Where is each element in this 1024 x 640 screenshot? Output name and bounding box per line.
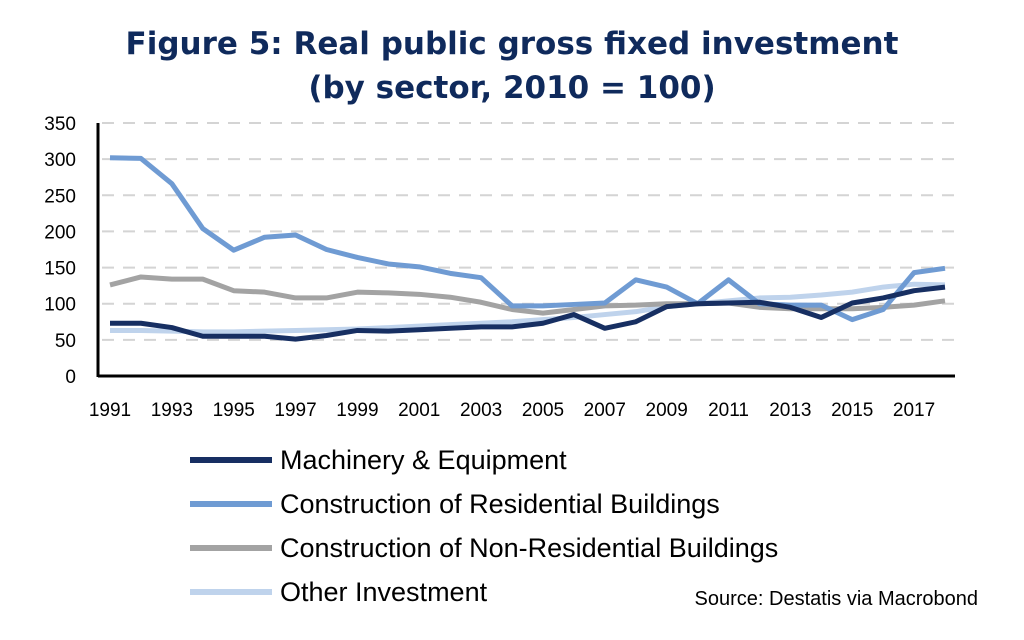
legend-swatch (190, 545, 272, 551)
legend-item: Machinery & Equipment (190, 438, 778, 482)
legend-item: Construction of Residential Buildings (190, 482, 778, 526)
x-tick-label: 2001 (398, 400, 440, 421)
y-tick-label: 150 (44, 259, 76, 280)
x-tick-label: 2015 (831, 400, 873, 421)
y-tick-label: 350 (44, 114, 76, 135)
x-tick-label: 2005 (522, 400, 564, 421)
title-line: Figure 5: Real public gross fixed invest… (125, 26, 899, 62)
legend-label: Other Investment (280, 576, 488, 607)
x-tick-label: 1993 (151, 400, 193, 421)
legend-item: Construction of Non-Residential Building… (190, 526, 778, 570)
legend-swatch (190, 501, 272, 507)
y-tick-label: 0 (65, 367, 76, 388)
y-tick-label: 250 (44, 186, 76, 207)
series-line-other-investment (110, 281, 946, 335)
x-tick-label: 1991 (89, 400, 131, 421)
subtitle-line: (by sector, 2010 = 100) (308, 70, 716, 106)
series-line-construction-of-non-residential-buildings (109, 274, 946, 316)
x-tick-label: 1997 (274, 400, 316, 421)
y-tick-label: 100 (44, 295, 76, 316)
legend-item: Other Investment (190, 570, 778, 614)
x-tick-label: 1999 (336, 400, 378, 421)
x-tick-label: 2007 (584, 400, 626, 421)
legend-label: Machinery & Equipment (280, 444, 567, 475)
x-tick-label: 2011 (708, 400, 749, 421)
legend-swatch (190, 457, 272, 463)
x-tick-label: 1995 (213, 400, 255, 421)
chart-title: Figure 5: Real public gross fixed invest… (0, 22, 1024, 110)
x-tick-label: 2017 (893, 400, 935, 421)
x-tick-label: 2009 (646, 400, 688, 421)
source-note: Source: Destatis via Macrobond (694, 588, 978, 610)
legend-swatch (190, 589, 272, 595)
legend-label: Construction of Residential Buildings (280, 488, 720, 519)
y-tick-label: 300 (44, 150, 76, 171)
y-tick-label: 50 (55, 331, 76, 352)
series-line-construction-of-residential-buildings (109, 155, 946, 323)
x-tick-label: 2013 (769, 400, 811, 421)
series-line-machinery-equipment (110, 284, 946, 342)
x-tick-label: 2003 (460, 400, 502, 421)
y-tick-label: 200 (44, 222, 76, 243)
legend: Machinery & Equipment Construction of Res… (190, 438, 778, 614)
legend-label: Construction of Non-Residential Building… (280, 532, 779, 563)
